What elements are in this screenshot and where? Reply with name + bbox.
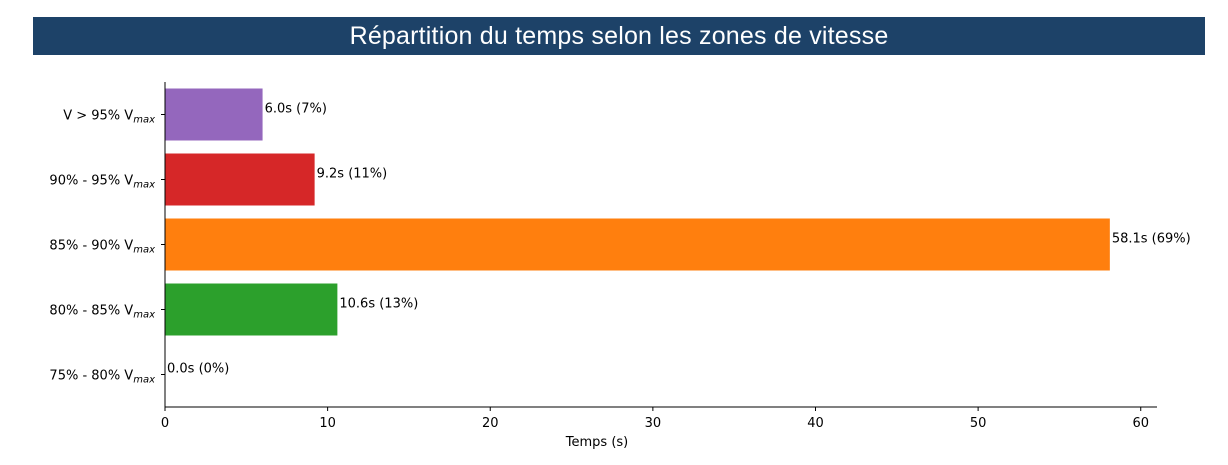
- bar-data-label: 6.0s (7%): [265, 102, 327, 117]
- chart-title-bar: Répartition du temps selon les zones de …: [33, 17, 1205, 55]
- x-tick-label: 10: [319, 416, 336, 431]
- y-tick-label: 85% - 90% Vmax: [49, 239, 155, 256]
- bar-0: [165, 88, 263, 141]
- x-axis-title: Temps (s): [565, 435, 628, 450]
- bar-data-label: 10.6s (13%): [339, 297, 418, 312]
- bar-2: [165, 218, 1110, 271]
- bar-1: [165, 153, 315, 206]
- bar-data-label: 58.1s (69%): [1112, 232, 1191, 247]
- bar-data-label: 9.2s (11%): [317, 167, 388, 182]
- bar-data-label: 0.0s (0%): [167, 362, 229, 377]
- x-tick-label: 40: [807, 416, 824, 431]
- y-tick-label: 75% - 80% Vmax: [49, 369, 155, 386]
- x-tick-label: 60: [1132, 416, 1149, 431]
- x-tick-label: 20: [482, 416, 499, 431]
- bar-3: [165, 283, 338, 336]
- y-tick-label: V > 95% Vmax: [63, 109, 155, 126]
- x-tick-label: 0: [161, 416, 169, 431]
- chart-title: Répartition du temps selon les zones de …: [349, 21, 889, 50]
- x-tick-label: 30: [645, 416, 662, 431]
- y-tick-label: 80% - 85% Vmax: [49, 304, 155, 321]
- x-tick-label: 50: [970, 416, 987, 431]
- y-tick-label: 90% - 95% Vmax: [49, 174, 155, 191]
